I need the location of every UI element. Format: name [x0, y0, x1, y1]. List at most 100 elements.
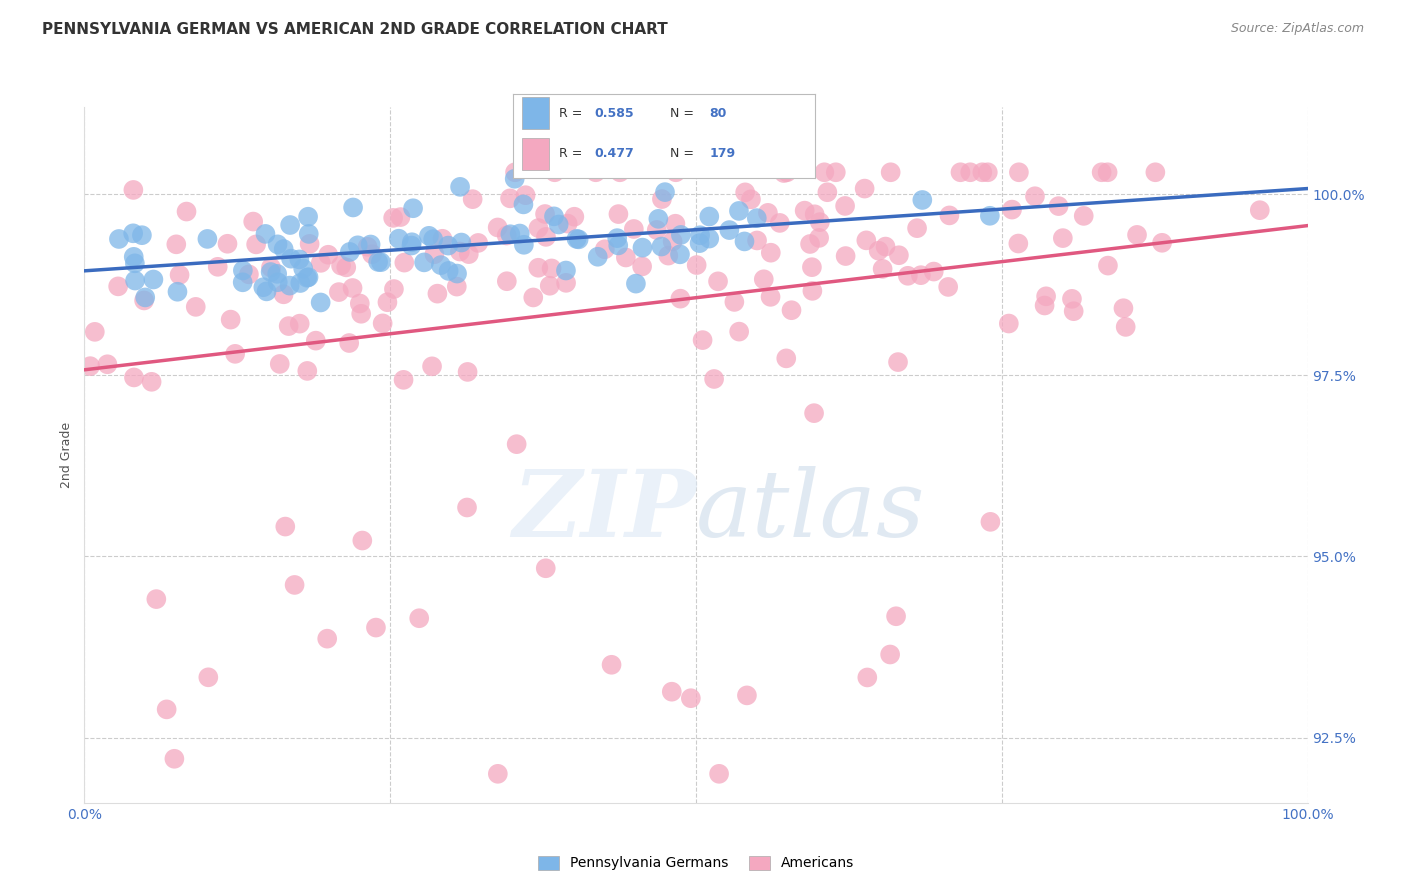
Point — [856, 670, 879, 684]
Point — [273, 287, 295, 301]
Point — [1035, 289, 1057, 303]
Point — [593, 242, 616, 256]
Text: ZIP: ZIP — [512, 466, 696, 556]
Point — [664, 217, 686, 231]
Point — [745, 211, 768, 226]
Point — [499, 191, 522, 205]
Point — [364, 621, 387, 635]
Point — [457, 365, 479, 379]
Point — [557, 217, 579, 231]
Point — [586, 250, 609, 264]
Point — [418, 228, 440, 243]
Point — [631, 260, 654, 274]
Point — [1097, 259, 1119, 273]
Point — [799, 237, 821, 252]
Point — [339, 244, 361, 259]
Point — [734, 186, 756, 200]
Point — [922, 264, 945, 278]
Text: R =: R = — [558, 147, 586, 161]
Text: 0.585: 0.585 — [595, 107, 634, 120]
Point — [1144, 165, 1167, 179]
Bar — [522, 137, 550, 169]
Point — [449, 179, 471, 194]
Point — [295, 270, 318, 285]
Point — [288, 317, 311, 331]
Point — [486, 220, 509, 235]
Point — [808, 215, 831, 229]
Point — [759, 245, 782, 260]
Point — [669, 292, 692, 306]
Point — [437, 264, 460, 278]
Point — [689, 236, 711, 251]
Point — [527, 260, 550, 275]
Point — [367, 255, 389, 269]
Point — [1126, 227, 1149, 242]
Point — [527, 221, 550, 235]
Point — [1112, 301, 1135, 316]
Point — [775, 351, 797, 366]
Point — [335, 260, 357, 275]
Point — [254, 227, 277, 241]
Point — [503, 165, 526, 179]
Point — [437, 238, 460, 252]
Point — [1047, 199, 1070, 213]
Text: N =: N = — [671, 107, 699, 120]
Point — [232, 263, 254, 277]
Point — [309, 256, 332, 270]
Text: 80: 80 — [710, 107, 727, 120]
Point — [96, 357, 118, 371]
Point — [124, 274, 146, 288]
Point — [905, 221, 928, 235]
Point — [219, 312, 242, 326]
Point — [132, 293, 155, 308]
Point — [887, 248, 910, 262]
Point — [689, 228, 711, 243]
Point — [446, 267, 468, 281]
Point — [824, 165, 846, 179]
Point — [377, 295, 399, 310]
Point — [426, 286, 449, 301]
Point — [972, 165, 994, 179]
Point — [503, 171, 526, 186]
Point — [432, 232, 454, 246]
Point — [759, 290, 782, 304]
Point — [107, 279, 129, 293]
Point — [408, 611, 430, 625]
Point — [607, 207, 630, 221]
Point — [1008, 165, 1031, 179]
Point — [780, 303, 803, 318]
Point — [661, 684, 683, 698]
Point — [728, 203, 751, 218]
Point — [718, 223, 741, 237]
Point — [242, 214, 264, 228]
Point — [356, 240, 378, 254]
Point — [815, 186, 838, 200]
Point — [163, 752, 186, 766]
Point — [467, 235, 489, 250]
Point — [609, 165, 631, 179]
Point — [868, 244, 890, 258]
Point — [217, 236, 239, 251]
Point — [252, 280, 274, 294]
Point — [565, 232, 588, 246]
Point — [184, 300, 207, 314]
Text: 0.477: 0.477 — [595, 147, 634, 161]
Point — [1060, 292, 1083, 306]
Point — [430, 258, 453, 272]
Point — [278, 278, 301, 293]
Point — [897, 268, 920, 283]
Point — [645, 223, 668, 237]
Point — [273, 242, 295, 256]
Point — [360, 237, 382, 252]
Point — [669, 227, 692, 242]
Point — [879, 648, 901, 662]
Point — [512, 197, 534, 211]
Point — [269, 357, 291, 371]
Point — [156, 702, 179, 716]
Point — [562, 210, 585, 224]
Point — [145, 592, 167, 607]
Point — [884, 609, 907, 624]
Point — [1249, 203, 1271, 218]
Point — [1001, 202, 1024, 217]
Point — [1052, 231, 1074, 245]
